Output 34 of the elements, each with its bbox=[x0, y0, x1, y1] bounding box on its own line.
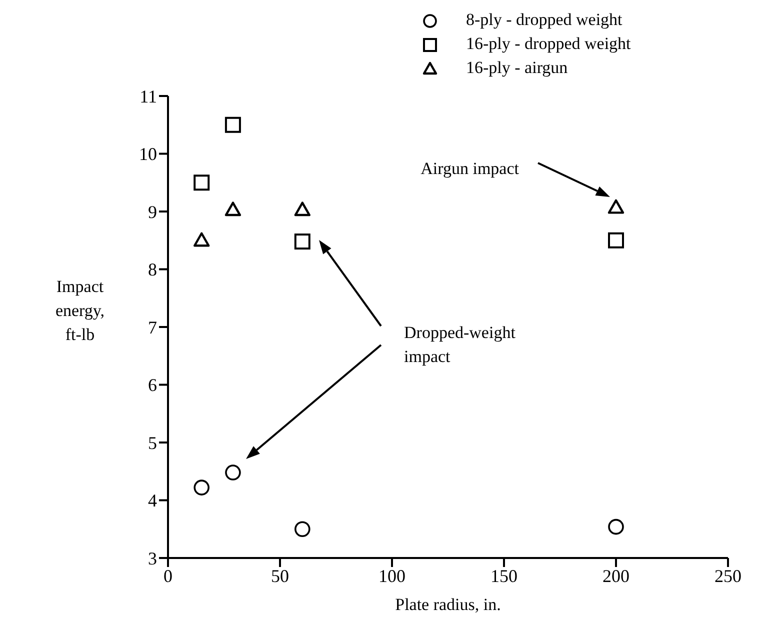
x-tick-label: 250 bbox=[714, 566, 742, 586]
point bbox=[608, 199, 624, 214]
point bbox=[294, 521, 310, 538]
annotation: Dropped-weight impact bbox=[404, 323, 516, 366]
y-tick-label: 6 bbox=[148, 375, 157, 396]
x-tick-label: 150 bbox=[490, 566, 518, 586]
point bbox=[608, 232, 624, 248]
point bbox=[224, 202, 242, 216]
point bbox=[224, 116, 241, 133]
y-tick-label: 9 bbox=[148, 202, 157, 222]
legend-label: 16-ply - airgun bbox=[466, 58, 568, 78]
y-tick-label: 4 bbox=[148, 490, 157, 511]
annotation: Airgun impact bbox=[420, 159, 520, 178]
point bbox=[608, 518, 624, 535]
x-tick-label: 0 bbox=[164, 566, 172, 586]
y-tick-label: 3 bbox=[148, 548, 157, 568]
y-tick-label: 8 bbox=[148, 260, 157, 280]
x-axis-title: Plate radius, in. bbox=[395, 595, 501, 614]
y-tick-label: 11 bbox=[140, 86, 157, 106]
legend-label: 8-ply - dropped weight bbox=[466, 10, 622, 30]
y-tick-label: 10 bbox=[139, 144, 157, 164]
y-axis-title: Impact energy, ft-lb bbox=[55, 277, 105, 344]
x-tick-label: 50 bbox=[271, 566, 289, 586]
point bbox=[294, 202, 310, 216]
point bbox=[194, 174, 210, 191]
legend-label: 16-ply - dropped weight bbox=[466, 34, 631, 54]
y-tick-label: 5 bbox=[148, 432, 157, 453]
point bbox=[294, 234, 310, 250]
point bbox=[194, 480, 210, 496]
point bbox=[194, 232, 210, 247]
x-tick-label: 100 bbox=[378, 566, 406, 586]
y-tick-label: 7 bbox=[148, 317, 157, 338]
x-tick-label: 200 bbox=[602, 566, 630, 586]
point bbox=[225, 464, 241, 480]
